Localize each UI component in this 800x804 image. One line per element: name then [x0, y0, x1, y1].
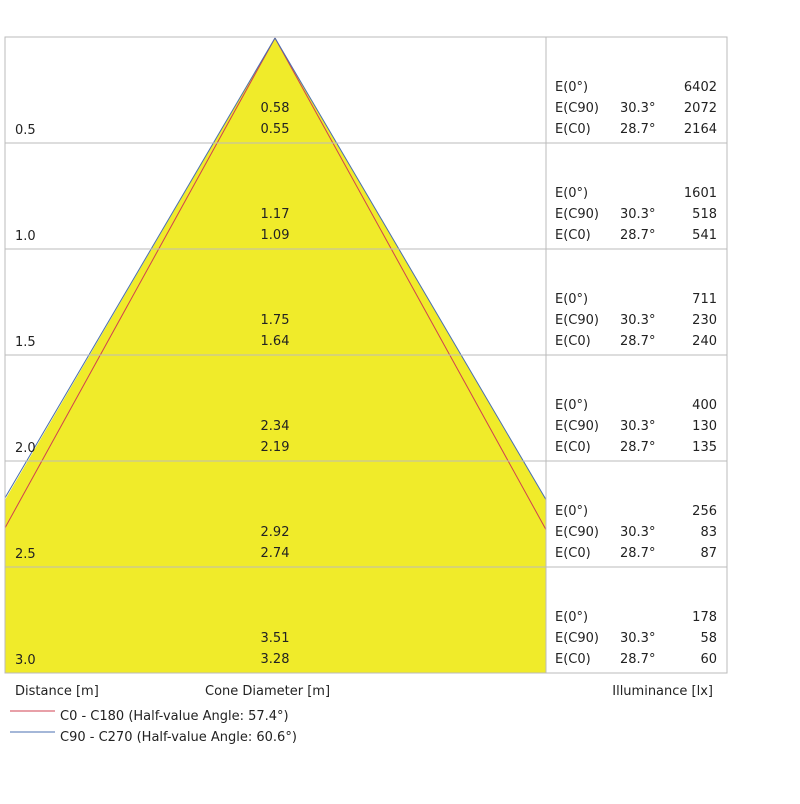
diameter-c90: 0.58 — [261, 101, 290, 116]
half-angle: 30.3° — [620, 313, 655, 328]
illuminance-value: 58 — [700, 631, 717, 646]
half-angle: 28.7° — [620, 652, 655, 667]
diameter-c0: 2.19 — [261, 440, 290, 455]
half-angle: 28.7° — [620, 334, 655, 349]
half-angle: 30.3° — [620, 525, 655, 540]
illuminance-value: 230 — [692, 313, 717, 328]
illuminance-label: E(0°) — [555, 398, 588, 413]
diameter-c90: 1.75 — [261, 313, 290, 328]
diameter-label: Cone Diameter [m] — [205, 684, 330, 699]
distance: 2.5 — [15, 547, 36, 562]
illuminance-value: 60 — [700, 652, 717, 667]
illuminance-label: E(C90) — [555, 419, 599, 434]
illuminance-value: 2072 — [684, 101, 717, 116]
half-angle: 28.7° — [620, 122, 655, 137]
distance: 1.0 — [15, 229, 36, 244]
illuminance-value: 6402 — [684, 80, 717, 95]
illuminance-label: E(C0) — [555, 228, 591, 243]
illuminance-value: 1601 — [684, 186, 717, 201]
distance: 0.5 — [15, 123, 36, 138]
half-angle: 28.7° — [620, 546, 655, 561]
illuminance-label: E(0°) — [555, 186, 588, 201]
illuminance-value: 2164 — [684, 122, 717, 137]
distance-label: Distance [m] — [15, 684, 99, 699]
illuminance-label: E(C0) — [555, 440, 591, 455]
illuminance-value: 400 — [692, 398, 717, 413]
illuminance-label: E(C0) — [555, 122, 591, 137]
illuminance-value: 711 — [692, 292, 717, 307]
half-angle: 28.7° — [620, 228, 655, 243]
illuminance-value: 240 — [692, 334, 717, 349]
half-angle: 30.3° — [620, 101, 655, 116]
illuminance-label: E(C90) — [555, 313, 599, 328]
illuminance-value: 256 — [692, 504, 717, 519]
illuminance-label: E(C90) — [555, 101, 599, 116]
illuminance-value: 518 — [692, 207, 717, 222]
diameter-c90: 2.34 — [261, 419, 290, 434]
diameter-c90: 1.17 — [261, 207, 290, 222]
illuminance-label: E(C90) — [555, 525, 599, 540]
illuminance-label: E(0°) — [555, 292, 588, 307]
distance: 2.0 — [15, 441, 36, 456]
illuminance-label: E(C0) — [555, 546, 591, 561]
diameter-c0: 0.55 — [261, 122, 290, 137]
illuminance-value: 178 — [692, 610, 717, 625]
half-angle: 30.3° — [620, 419, 655, 434]
illuminance-value: 541 — [692, 228, 717, 243]
illuminance-value: 87 — [700, 546, 717, 561]
illuminance-label: Illuminance [lx] — [612, 684, 713, 699]
illuminance-label: E(C0) — [555, 334, 591, 349]
diameter-c0: 2.74 — [261, 546, 290, 561]
illuminance-label: E(C0) — [555, 652, 591, 667]
c90-line — [274, 37, 546, 501]
illuminance-value: 135 — [692, 440, 717, 455]
illuminance-label: E(C90) — [555, 631, 599, 646]
diameter-c90: 2.92 — [261, 525, 290, 540]
illuminance-value: 83 — [700, 525, 717, 540]
diameter-c0: 1.09 — [261, 228, 290, 243]
illuminance-label: E(0°) — [555, 504, 588, 519]
illuminance-label: E(0°) — [555, 610, 588, 625]
half-angle: 30.3° — [620, 207, 655, 222]
diameter-c0: 3.28 — [261, 652, 290, 667]
c90-line — [5, 37, 276, 499]
half-angle: 30.3° — [620, 631, 655, 646]
illuminance-label: E(C90) — [555, 207, 599, 222]
diameter-c0: 1.64 — [261, 334, 290, 349]
distance: 3.0 — [15, 653, 36, 668]
distance: 1.5 — [15, 335, 36, 350]
illuminance-label: E(0°) — [555, 80, 588, 95]
legend-entry: C90 - C270 (Half-value Angle: 60.6°) — [60, 730, 297, 745]
half-angle: 28.7° — [620, 440, 655, 455]
legend-entry: C0 - C180 (Half-value Angle: 57.4°) — [60, 709, 289, 724]
illuminance-value: 130 — [692, 419, 717, 434]
diameter-c90: 3.51 — [261, 631, 290, 646]
